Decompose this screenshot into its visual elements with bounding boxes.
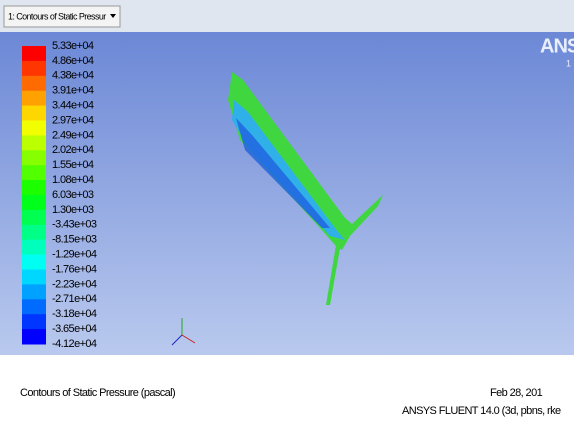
color-band: [22, 195, 46, 211]
legend-label: -3.65e+04: [52, 323, 97, 335]
color-band: [22, 314, 46, 330]
color-band: [22, 90, 46, 107]
legend-label: -2.71e+04: [52, 293, 97, 305]
dropdown-label: 1: Contours of Static Pressur: [8, 11, 106, 21]
color-band: [22, 120, 46, 136]
dropdown-arrow: [110, 14, 116, 18]
legend-label: 2.97e+04: [52, 114, 94, 126]
color-band: [22, 60, 46, 77]
color-band: [22, 224, 46, 241]
legend-label: 2.49e+04: [52, 129, 94, 141]
legend-label: 4.86e+04: [52, 55, 94, 67]
legend-label: -4.12e+04: [52, 338, 97, 350]
legend-label: -1.76e+04: [52, 263, 97, 275]
color-band: [22, 135, 46, 151]
color-band: [22, 165, 46, 181]
color-band: [22, 269, 46, 285]
color-band: [22, 105, 46, 121]
logo-sub: 1: [566, 58, 571, 68]
axis-triad: [171, 318, 196, 346]
color-band: [22, 75, 46, 92]
legend-label: 4.38e+04: [52, 70, 94, 82]
legend-label: -3.18e+04: [52, 308, 97, 320]
color-band: [22, 209, 46, 226]
legend-label: -8.15e+03: [52, 234, 97, 246]
dropdown[interactable]: [3, 5, 121, 28]
viewport: [0, 32, 574, 355]
legend-label: 5.33e+04: [52, 40, 94, 52]
geometry: [228, 72, 383, 305]
color-band: [22, 150, 46, 166]
color-band: [22, 299, 46, 315]
footer-date: Feb 28, 201: [490, 387, 543, 399]
legend-label: 3.91e+04: [52, 85, 94, 97]
legend-label: 1.08e+04: [52, 174, 94, 186]
color-band: [22, 254, 46, 270]
color-band: [22, 329, 46, 345]
legend-label: 1.55e+04: [52, 159, 94, 171]
color-band: [22, 180, 46, 196]
legend: 5.33e+04 4.86e+04 4.38e+04 3.91e+04 3.44e+04…: [22, 40, 98, 350]
legend-label: -3.43e+03: [52, 219, 97, 231]
color-band: [22, 46, 46, 62]
logo: ANSYS: [540, 35, 574, 57]
color-band: [22, 239, 46, 256]
legend-label: -1.29e+04: [52, 249, 97, 261]
footer-version: ANSYS FLUENT 14.0 (3d, pbns, rke: [402, 405, 561, 417]
footer-title: Contours of Static Pressure (pascal): [20, 387, 175, 399]
legend-label: 1.30e+03: [52, 204, 94, 216]
legend-label: -2.23e+04: [52, 278, 97, 290]
color-band: [22, 284, 46, 300]
legend-label: 6.03e+03: [52, 189, 94, 201]
legend-label: 3.44e+04: [52, 100, 94, 112]
footer: [0, 355, 574, 425]
legend-label: 2.02e+04: [52, 144, 94, 156]
